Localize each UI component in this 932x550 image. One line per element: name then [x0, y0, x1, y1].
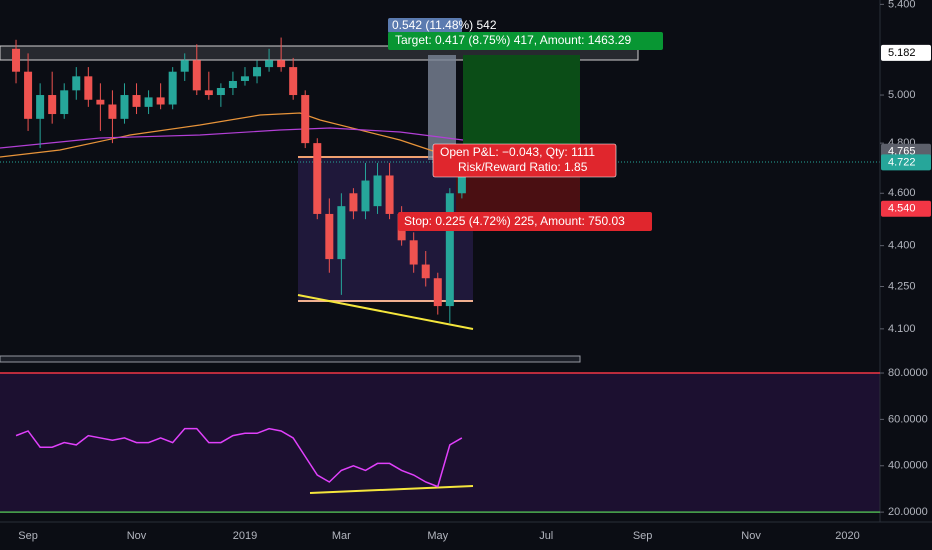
x-tick-label: May [427, 530, 448, 542]
y-tick-label: 4.400 [888, 240, 916, 252]
candle-body [228, 80, 237, 88]
candle-body [24, 71, 33, 119]
candle-body [337, 206, 346, 260]
candle-body [84, 76, 93, 100]
candle-body [204, 90, 213, 96]
candle-body [192, 60, 201, 91]
price-label: 5.182 [888, 47, 916, 59]
y-tick-label: 4.100 [888, 323, 916, 335]
price-label: 4.540 [888, 203, 916, 215]
x-tick-label: 2019 [233, 530, 257, 542]
price-label-box [881, 44, 931, 61]
candle-body [313, 143, 322, 214]
x-tick-label: Jul [539, 530, 553, 542]
price-label-box [881, 200, 931, 217]
candle-body [433, 278, 442, 307]
candle-body [12, 48, 21, 72]
candle-body [421, 264, 430, 279]
y-tick-label: 4.250 [888, 280, 916, 292]
candle-body [216, 87, 225, 96]
rsi-trendline [309, 485, 474, 494]
annotation: Stop: 0.225 (4.72%) 225, Amount: 750.03 [404, 214, 625, 228]
annotation: Risk/Reward Ratio: 1.85 [458, 160, 588, 174]
price-label: 4.722 [888, 156, 916, 168]
candle-body [253, 67, 262, 77]
entry-zone [428, 55, 456, 160]
y-tick-label: 5.400 [888, 0, 916, 10]
candle-body [120, 95, 129, 119]
candle-body [108, 104, 117, 119]
candle-body [361, 180, 370, 212]
pane-separator [0, 355, 581, 363]
annotation-box [398, 212, 652, 231]
candle-body [144, 97, 153, 107]
x-tick-label: 2020 [835, 530, 859, 542]
annotation: Target: 0.417 (8.75%) 417, Amount: 1463.… [395, 33, 631, 47]
annotation-box [388, 32, 663, 50]
candle-body [265, 60, 274, 68]
y-tick-label: 40.0000 [888, 460, 928, 472]
x-tick-label: Mar [332, 530, 351, 542]
x-tick-label: Nov [127, 530, 147, 542]
annotation-box [388, 18, 462, 33]
price-label-box [881, 154, 931, 171]
candle-body [156, 97, 165, 105]
x-tick-label: Sep [633, 530, 653, 542]
marks [12, 37, 466, 488]
candle-body [277, 60, 286, 68]
annotation: 0.542 (11.48%) 542 [392, 18, 497, 32]
candle-body [301, 95, 310, 144]
candle-body [48, 95, 57, 115]
y-tick-label: 60.0000 [888, 413, 928, 425]
candle-body [36, 95, 45, 119]
trendline [297, 294, 474, 330]
candle-body [445, 193, 454, 307]
candle-body [240, 76, 249, 81]
y-tick-label: 80.0000 [888, 367, 928, 379]
ma-purple [0, 127, 464, 149]
candle-body [72, 76, 81, 91]
rsi-line [15, 427, 463, 488]
candle-body [180, 60, 189, 72]
y-tick-label: 20.0000 [888, 506, 928, 518]
candle-body [385, 175, 394, 214]
annotation-box [432, 143, 617, 178]
candle-body [168, 71, 177, 105]
x-tick-label: Nov [741, 530, 761, 542]
candle-body [60, 90, 69, 115]
ma-orange [0, 112, 464, 161]
rsi-band [0, 373, 880, 512]
annotation: Open P&L: −0.043, Qty: 1111 [440, 145, 595, 159]
candle-body [325, 213, 334, 260]
y-tick-label: 5.000 [888, 89, 916, 101]
candle-body [289, 67, 298, 96]
y-tick-label: 4.600 [888, 187, 916, 199]
candle-body [457, 162, 466, 194]
candle-body [373, 175, 382, 207]
candle-body [132, 95, 141, 107]
candle-body [409, 240, 418, 265]
x-tick-label: Sep [18, 530, 38, 542]
candle-body [96, 99, 105, 105]
candle-body [349, 193, 358, 212]
